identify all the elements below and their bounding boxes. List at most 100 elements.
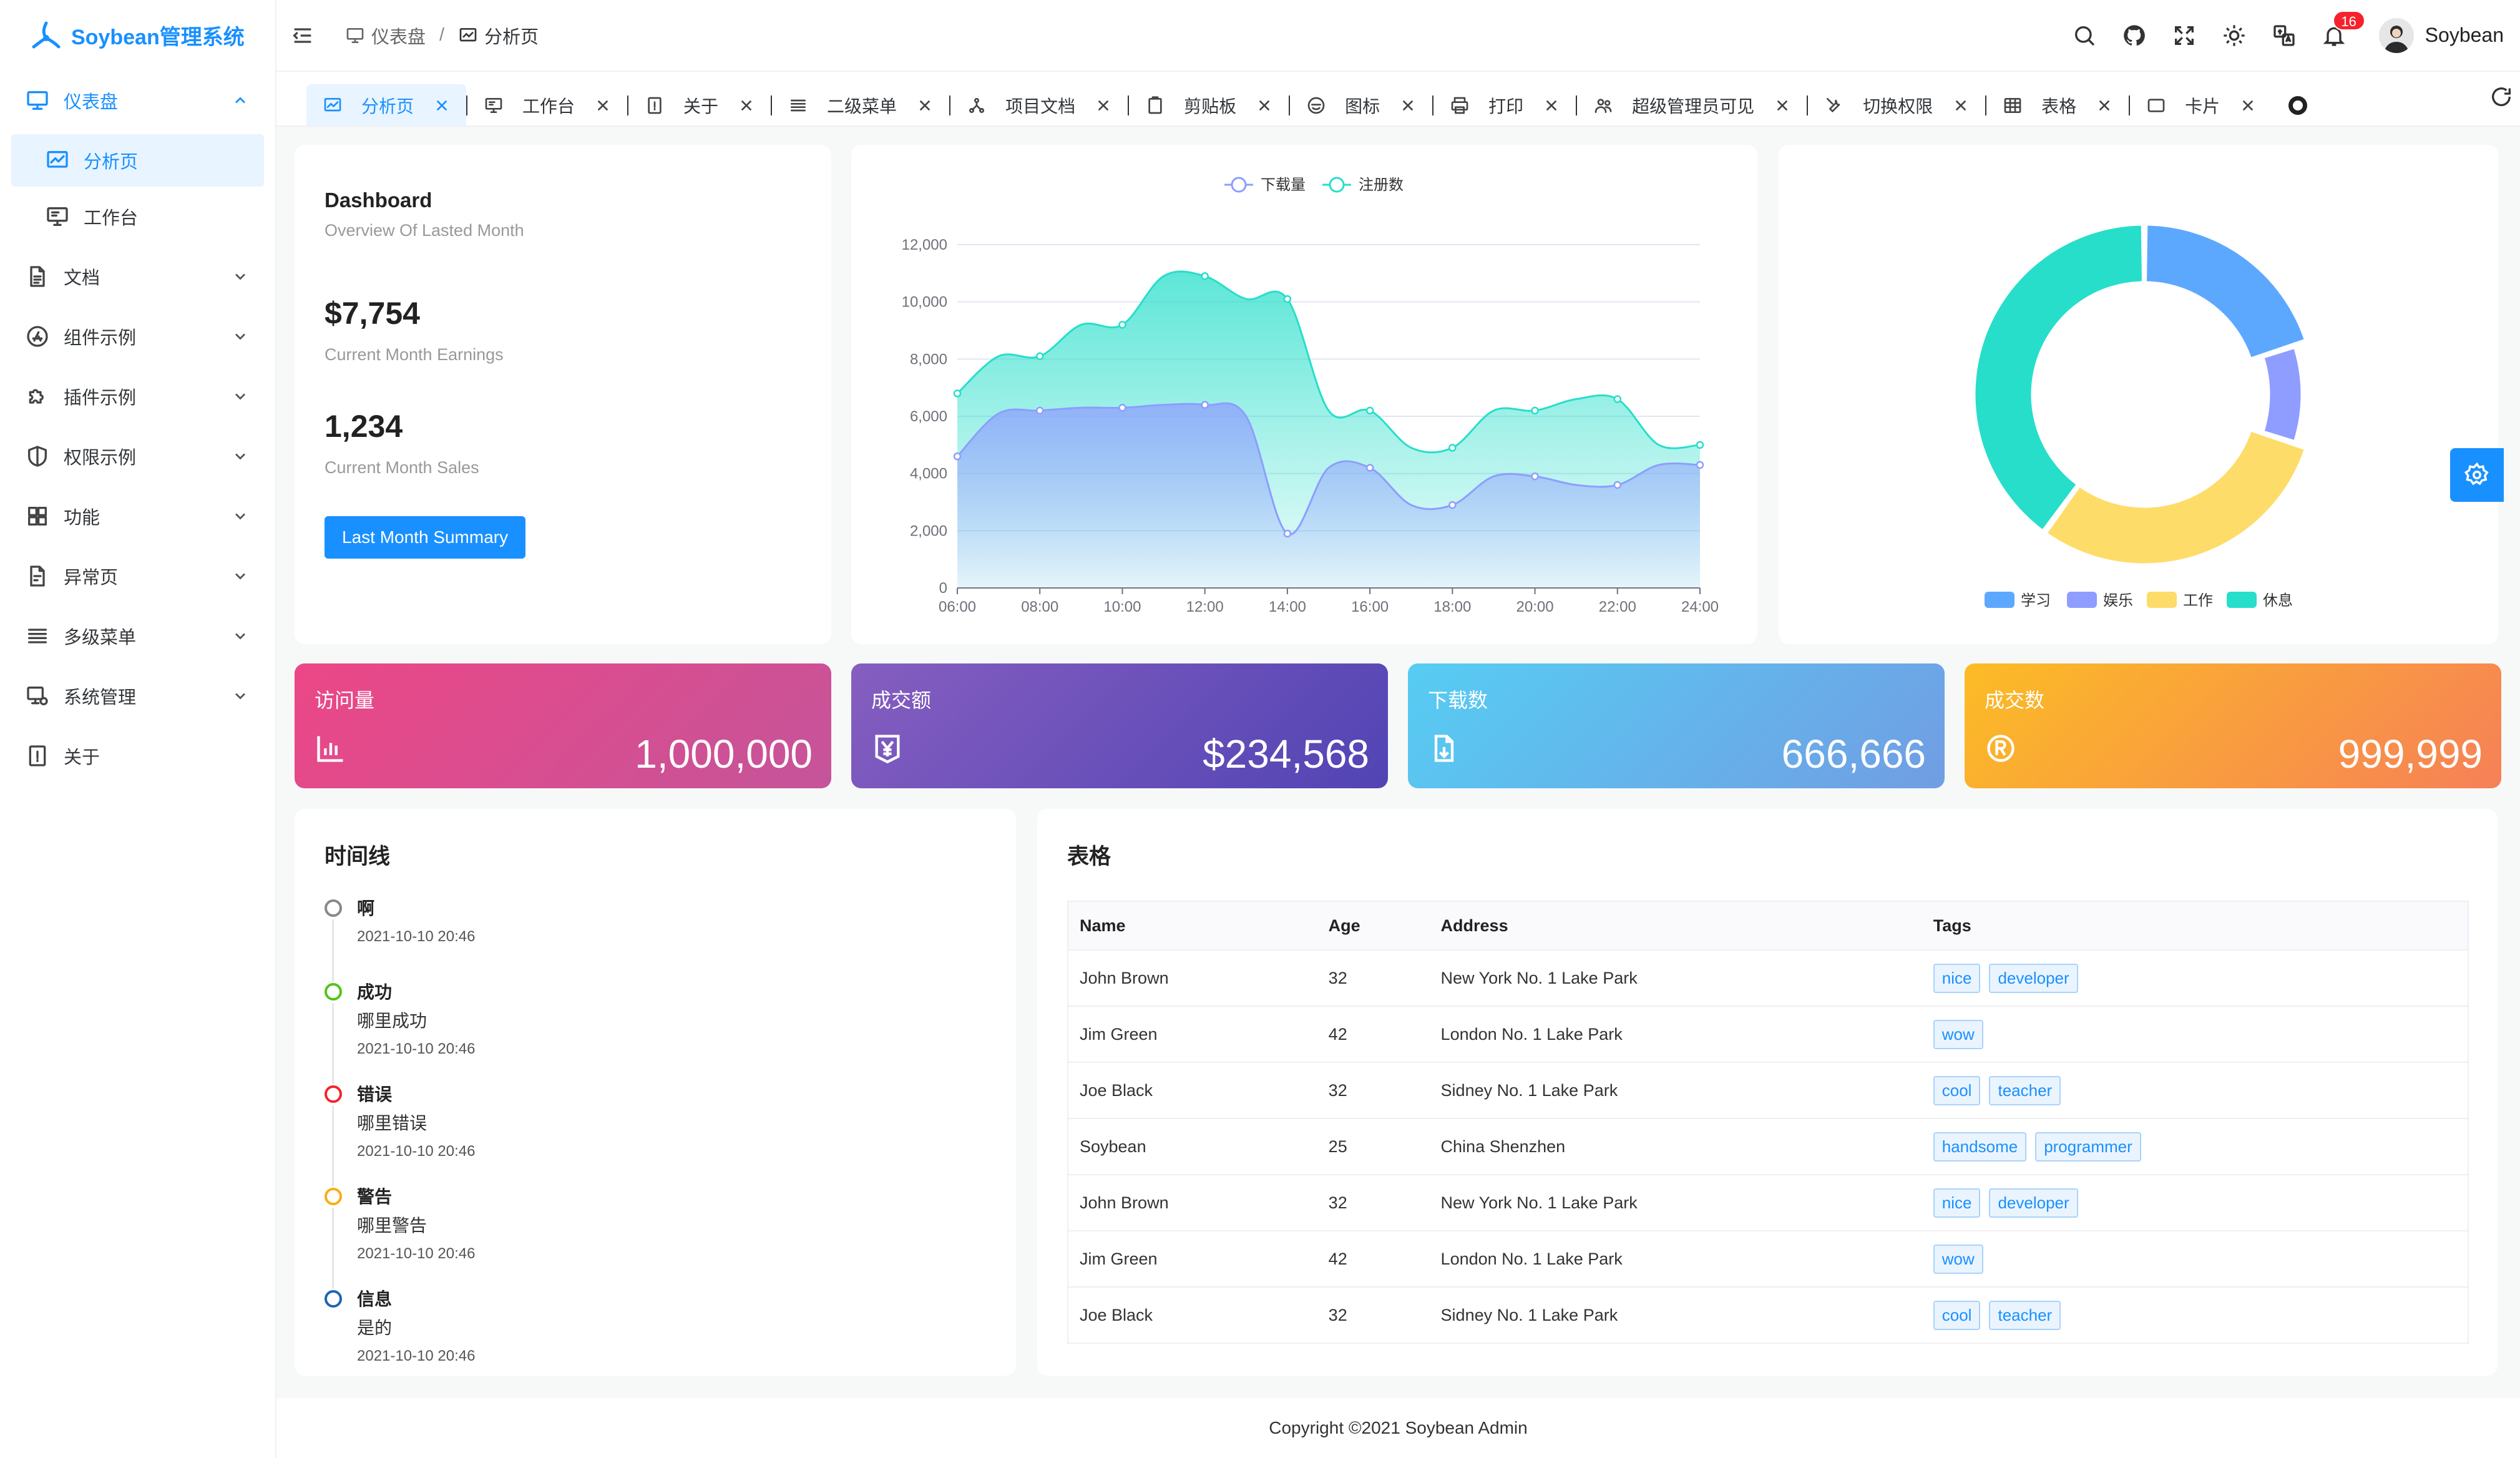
sidebar-item[interactable]: 权限示例 xyxy=(0,426,275,486)
close-icon[interactable] xyxy=(918,99,932,112)
cell-tags: nice developer xyxy=(1922,1175,2468,1231)
data-point xyxy=(1696,441,1704,449)
close-icon[interactable] xyxy=(740,99,753,112)
sidebar-item[interactable]: 仪表盘 xyxy=(0,71,275,130)
close-icon[interactable] xyxy=(2241,99,2255,112)
pie-slice[interactable] xyxy=(2045,429,2306,565)
tab[interactable]: 项目文档 xyxy=(950,84,1128,125)
sidebar-item-label: 异常页 xyxy=(64,568,119,588)
data-point xyxy=(1118,404,1126,412)
reload-icon[interactable] xyxy=(2489,84,2514,109)
tab[interactable]: 表格 xyxy=(1986,84,2129,125)
sidebar-item[interactable]: 文档 xyxy=(0,247,275,306)
table-row[interactable]: John Brown 32 New York No. 1 Lake Park nice… xyxy=(1068,950,2468,1007)
monitor-icon xyxy=(346,27,364,43)
data-point xyxy=(953,452,962,461)
last-month-summary-button[interactable]: Last Month Summary xyxy=(325,516,526,559)
close-icon[interactable] xyxy=(1545,99,1558,112)
avatar[interactable] xyxy=(2378,17,2414,53)
sidebar-item[interactable]: 功能 xyxy=(0,486,275,546)
username[interactable]: Soybean xyxy=(2425,24,2504,46)
tag-badge: teacher xyxy=(1989,1075,2061,1105)
timeline-item-title: 信息 xyxy=(357,1289,393,1309)
menu-collapse-icon[interactable] xyxy=(290,23,315,48)
table-row[interactable]: Jim Green 42 London No. 1 Lake Park wow xyxy=(1068,1231,2468,1288)
github-icon[interactable] xyxy=(2122,23,2147,48)
pie-slice[interactable] xyxy=(1973,223,2144,532)
tab-overflow-icon[interactable] xyxy=(2288,96,2308,115)
sidebar-item[interactable]: 组件示例 xyxy=(0,306,275,366)
table-row[interactable]: John Brown 32 New York No. 1 Lake Park nice… xyxy=(1068,1175,2468,1231)
x-tick-label: 06:00 xyxy=(939,599,976,615)
y-tick-label: 6,000 xyxy=(910,408,947,425)
close-icon[interactable] xyxy=(1401,99,1415,112)
search-icon[interactable] xyxy=(2072,23,2097,48)
sidebar-item[interactable]: 异常页 xyxy=(0,546,275,606)
chevron-down-icon xyxy=(232,448,249,465)
sidebar-item[interactable]: 系统管理 xyxy=(0,666,275,726)
breadcrumb-label: 仪表盘 xyxy=(371,27,426,47)
settings-drawer-button[interactable] xyxy=(2450,448,2504,502)
tab[interactable]: 切换权限 xyxy=(1808,84,1985,125)
y-tick-label: 4,000 xyxy=(910,466,947,482)
cell-tags: wow xyxy=(1922,1231,2468,1288)
breadcrumb-item-dashboard[interactable]: 仪表盘 xyxy=(345,22,426,49)
dashboard-subtitle: Overview Of Lasted Month xyxy=(325,221,524,240)
notification-bell-icon[interactable]: 16 xyxy=(2322,10,2365,48)
sidebar-item[interactable]: 多级菜单 xyxy=(0,606,275,666)
sidebar-subitem-label: 工作台 xyxy=(84,208,139,228)
timeline-item: 警告 哪里警告 2021-10-10 20:46 xyxy=(325,1186,986,1289)
tab[interactable]: 卡片 xyxy=(2130,84,2272,125)
tab[interactable]: 关于 xyxy=(628,84,771,125)
sidebar-subitem[interactable]: 工作台 xyxy=(11,190,264,243)
footer: Copyright ©2021 Soybean Admin xyxy=(276,1398,2520,1458)
breadcrumb-item-analysis[interactable]: 分析页 xyxy=(458,22,539,49)
x-tick-label: 20:00 xyxy=(1516,599,1554,615)
stat-title: 成交额 xyxy=(871,689,932,712)
fullscreen-icon[interactable] xyxy=(2172,23,2197,48)
translate-icon[interactable] xyxy=(2272,23,2297,48)
sidebar-item[interactable]: 插件示例 xyxy=(0,366,275,426)
sales-label: Current Month Sales xyxy=(325,458,479,477)
tab[interactable]: 二级菜单 xyxy=(772,84,949,125)
tab[interactable]: 打印 xyxy=(1433,84,1576,125)
sidebar-subitem[interactable]: 分析页 xyxy=(11,134,264,187)
tab-divider xyxy=(627,95,629,115)
table-row[interactable]: Joe Black 32 Sidney No. 1 Lake Park cool tea… xyxy=(1068,1062,2468,1119)
close-icon[interactable] xyxy=(1775,99,1789,112)
sidebar-item-label: 仪表盘 xyxy=(64,92,119,112)
app-logo[interactable]: Soybean管理系统 xyxy=(0,0,275,71)
tab[interactable]: 剪贴板 xyxy=(1129,84,1289,125)
tab-divider xyxy=(1985,95,1987,115)
close-icon[interactable] xyxy=(1096,99,1110,112)
network-icon xyxy=(969,98,985,113)
data-point xyxy=(1696,461,1704,469)
table-row[interactable]: Joe Black 32 Sidney No. 1 Lake Park cool tea… xyxy=(1068,1287,2468,1343)
close-icon[interactable] xyxy=(596,99,610,112)
legend-label: 下载量 xyxy=(1261,177,1306,193)
tab[interactable]: 超级管理员可见 xyxy=(1577,84,1807,125)
data-point xyxy=(1613,395,1622,403)
tab[interactable]: 图标 xyxy=(1290,84,1432,125)
tab-label: 工作台 xyxy=(522,97,575,116)
pie-slice[interactable] xyxy=(2262,346,2303,443)
close-icon[interactable] xyxy=(1954,99,1968,112)
pie-slice[interactable] xyxy=(2145,223,2306,360)
data-point xyxy=(1201,401,1209,409)
data-point xyxy=(1035,352,1044,360)
tab[interactable]: 分析页 xyxy=(306,84,467,125)
close-icon[interactable] xyxy=(1258,99,1271,112)
timeline-item-title: 错误 xyxy=(357,1085,393,1104)
shield-icon xyxy=(28,446,47,467)
sun-theme-icon[interactable] xyxy=(2222,23,2247,48)
table-row[interactable]: Jim Green 42 London No. 1 Lake Park wow xyxy=(1068,1006,2468,1063)
sidebar-item[interactable]: 关于 xyxy=(0,726,275,786)
cell-address: New York No. 1 Lake Park xyxy=(1429,1175,1922,1231)
close-icon[interactable] xyxy=(435,99,449,112)
tag-badge: programmer xyxy=(2035,1132,2141,1162)
tab-label: 分析页 xyxy=(361,97,414,116)
close-icon[interactable] xyxy=(2098,99,2111,112)
tab[interactable]: 工作台 xyxy=(467,84,627,125)
table-row[interactable]: Soybean 25 China Shenzhen handsome programme… xyxy=(1068,1118,2468,1175)
cell-address: London No. 1 Lake Park xyxy=(1429,1231,1922,1288)
